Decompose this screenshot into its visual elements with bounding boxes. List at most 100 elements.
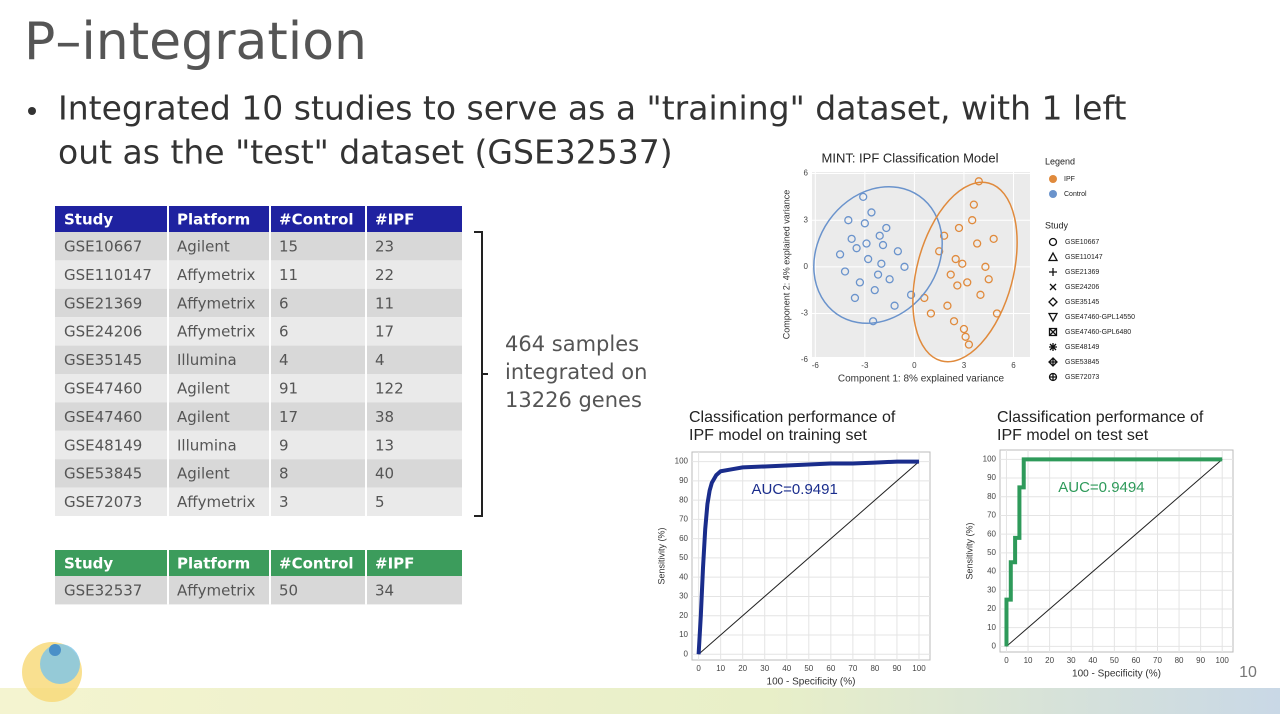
chart-title: Classification performance of [997, 409, 1204, 426]
table-cell: 15 [279, 238, 298, 256]
y-tick-label: 90 [987, 473, 996, 482]
point [981, 262, 990, 271]
point [951, 254, 960, 264]
bracket [474, 231, 488, 517]
legend-label: GSE53845 [1065, 359, 1099, 366]
chart-title: Classification performance of [689, 409, 896, 426]
table-header [55, 206, 462, 232]
x-tick-label: 10 [716, 664, 725, 673]
point [959, 324, 969, 334]
point [953, 281, 962, 290]
x-tick-label: 30 [1067, 656, 1076, 665]
y-tick-label: 100 [983, 454, 997, 463]
point [852, 244, 861, 253]
x-tick-label: 0 [696, 664, 701, 673]
point [954, 223, 964, 233]
point [964, 340, 974, 349]
table-row [55, 576, 462, 605]
legend-label: GSE47460-GPL14550 [1065, 314, 1135, 321]
point [939, 231, 949, 240]
y-tick-label: 50 [679, 553, 688, 562]
table-cell: Affymetrix [177, 582, 256, 600]
legend-label: Control [1064, 191, 1087, 198]
header-cell: Platform [177, 211, 250, 229]
x-tick-label: 80 [1175, 656, 1184, 665]
y-tick-label: 10 [987, 623, 996, 632]
x-tick-label: 0 [912, 361, 917, 370]
table-cell: 40 [375, 465, 394, 483]
x-tick-label: 30 [760, 664, 769, 673]
reference-diagonal [1006, 458, 1223, 647]
table-cell: 4 [279, 351, 289, 369]
y-tick-label: 70 [987, 511, 996, 520]
x-axis-label: 100 - Specificity (%) [767, 677, 856, 688]
legend-title: Legend [1045, 156, 1075, 166]
table-cell: 50 [279, 582, 298, 600]
point [973, 239, 982, 248]
table-row [55, 345, 462, 374]
legend-swatch [1049, 190, 1057, 198]
x-tick-label: 50 [1110, 656, 1119, 665]
point [835, 250, 845, 259]
x-tick-label: 70 [1153, 656, 1162, 665]
table-cell: GSE24206 [64, 323, 142, 341]
legend-symbol [1047, 312, 1059, 323]
table-row [55, 374, 462, 403]
y-tick-label: 30 [987, 585, 996, 594]
y-tick-label: 80 [987, 492, 996, 501]
point [862, 239, 871, 248]
auc-annotation: AUC=0.9491 [752, 481, 838, 498]
y-axis-label: Sensitivity (%) [656, 527, 666, 584]
header-cell: Platform [177, 555, 250, 573]
table-row [55, 317, 462, 346]
point [989, 234, 998, 243]
point [926, 309, 936, 318]
table-cell: GSE10667 [64, 238, 142, 256]
table-cell: 9 [279, 436, 289, 454]
point [949, 317, 959, 326]
x-tick-label: 0 [1004, 656, 1009, 665]
header-cell: #Control [279, 555, 354, 573]
table-cell: GSE21369 [64, 294, 142, 312]
x-tick-label: 60 [1131, 656, 1140, 665]
legend-label: GSE35145 [1065, 299, 1099, 306]
legend-symbol [1048, 237, 1058, 247]
legend-symbol [1049, 268, 1057, 276]
y-axis-label: Sensitivity (%) [964, 522, 974, 579]
x-tick-label: 40 [782, 664, 791, 673]
point [840, 267, 850, 276]
table-row [55, 402, 462, 431]
y-tick-label: 0 [992, 641, 997, 650]
point [984, 275, 993, 284]
table-cell: Affymetrix [177, 493, 256, 511]
point [859, 192, 868, 202]
table-row [55, 232, 462, 261]
x-tick-label: -3 [861, 361, 869, 370]
table-cell: GSE110147 [64, 266, 152, 284]
legend-swatch [1049, 175, 1057, 183]
point [875, 231, 884, 240]
plot-area [812, 172, 1030, 357]
legend-symbol [1048, 357, 1058, 367]
table-row [55, 459, 462, 488]
table-cell: GSE35145 [64, 351, 142, 369]
bullet-dot [28, 107, 36, 115]
y-tick-label: 80 [679, 495, 688, 504]
table-header [55, 550, 462, 576]
table-row [55, 288, 462, 318]
table-cell: Agilent [177, 465, 230, 483]
point [877, 259, 886, 268]
confidence-ellipse [813, 185, 943, 325]
y-tick-label: 0 [804, 262, 809, 271]
x-axis-label: Component 1: 8% explained variance [838, 374, 1005, 385]
y-tick-label: 0 [684, 649, 689, 658]
header-cell: #IPF [375, 555, 414, 573]
table-cell: Affymetrix [177, 323, 256, 341]
y-tick-label: 3 [804, 215, 809, 224]
point [963, 278, 972, 287]
point [946, 270, 955, 279]
header-cell: Study [64, 211, 113, 229]
x-tick-label: 100 [912, 664, 926, 673]
point [855, 278, 865, 287]
point [890, 301, 899, 310]
